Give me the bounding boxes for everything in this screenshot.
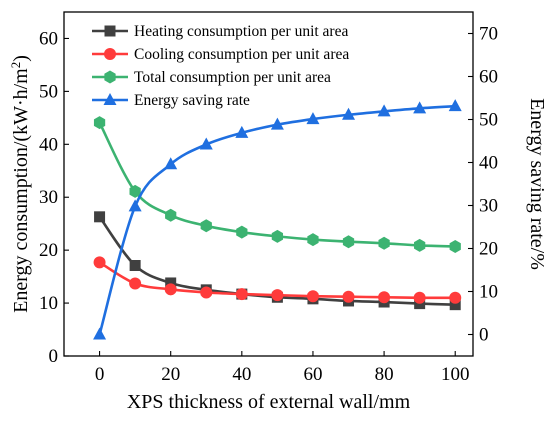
data-point (235, 125, 249, 138)
left-y-axis-title: Energy consumption/(kW·h/m2) (8, 55, 32, 313)
legend-label: Total consumption per unit area (134, 69, 331, 86)
right-y-axis-title: Energy saving rate/% (526, 98, 548, 270)
data-point (378, 291, 391, 304)
right-y-tick-label: 30 (479, 196, 498, 217)
data-point (413, 291, 426, 304)
x-axis-ticks: 0 20 40 60 80 100 (95, 351, 470, 385)
legend-label: Energy saving rate (134, 92, 250, 109)
right-y-tick-label: 20 (479, 239, 498, 260)
series-energy-saving-rate (93, 99, 462, 340)
right-y-tick-label: 10 (479, 282, 498, 303)
series-total-consumption-per-unit-area (93, 116, 461, 253)
left-y-axis-title-superscript: 2 (8, 62, 23, 69)
right-y-tick-label: 50 (479, 110, 498, 131)
left-y-tick-label: 60 (39, 28, 58, 49)
x-tick-label: 0 (95, 364, 105, 385)
right-y-tick-label: 60 (479, 67, 498, 88)
series-line (98, 104, 456, 335)
series-layer (93, 99, 462, 340)
left-axis-ticks: 0 10 20 30 40 50 60 (39, 28, 69, 367)
legend-marker (103, 93, 117, 105)
left-y-axis-title-close: ) (10, 55, 32, 62)
data-point (129, 277, 142, 290)
data-point (129, 184, 141, 198)
data-point (270, 117, 284, 130)
legend-item: Energy saving rate (92, 92, 250, 109)
left-y-tick-label: 30 (39, 187, 58, 208)
data-point (93, 327, 107, 340)
data-point (449, 291, 462, 304)
x-tick-label: 40 (232, 364, 251, 385)
series-cooling-consumption-per-unit-area (93, 256, 462, 304)
data-point (164, 157, 178, 170)
legend-item: Heating consumption per unit area (92, 23, 348, 40)
data-point (129, 260, 141, 272)
left-y-tick-label: 10 (39, 293, 58, 314)
x-tick-label: 100 (441, 364, 470, 385)
legend: Heating consumption per unit area Cooling… (92, 23, 349, 109)
data-point (378, 236, 390, 250)
legend-marker (104, 25, 116, 37)
legend-label: Cooling consumption per unit area (134, 46, 349, 63)
data-point (271, 229, 284, 243)
left-y-axis-title-main: Energy consumption/(kW·h/m (10, 68, 32, 313)
plot-area (63, 11, 474, 357)
x-tick-label: 60 (303, 364, 322, 385)
data-point (342, 107, 356, 120)
data-point (93, 256, 106, 269)
left-y-tick-label: 0 (49, 346, 59, 367)
data-point (236, 225, 248, 239)
plot-frame (63, 11, 474, 357)
data-point (128, 199, 142, 212)
data-point (306, 112, 320, 125)
data-point (307, 233, 319, 247)
data-point (342, 290, 355, 303)
legend-marker (104, 70, 116, 84)
data-point (165, 277, 177, 289)
legend-label: Heating consumption per unit area (134, 23, 348, 40)
data-point (449, 239, 461, 253)
right-y-tick-label: 0 (479, 325, 489, 346)
data-point (235, 288, 248, 301)
data-point (200, 219, 212, 233)
data-point (306, 290, 319, 303)
x-tick-label: 80 (375, 364, 394, 385)
right-y-tick-label: 70 (479, 24, 498, 45)
x-axis-title: XPS thickness of external wall/mm (127, 391, 411, 413)
series-line (98, 122, 456, 248)
left-y-tick-label: 20 (39, 240, 58, 261)
data-point (449, 299, 461, 311)
data-point (271, 289, 284, 302)
data-point (199, 137, 213, 150)
legend-item: Total consumption per unit area (92, 69, 331, 86)
data-point (414, 238, 426, 252)
legend-item: Cooling consumption per unit area (92, 46, 349, 63)
data-point (448, 99, 462, 112)
data-point (164, 283, 177, 296)
data-point (413, 101, 427, 114)
x-tick-label: 20 (161, 364, 180, 385)
data-point (94, 211, 106, 223)
right-axis-ticks: 0 10 20 30 40 50 60 70 (468, 24, 498, 346)
data-point (342, 235, 355, 249)
data-point (93, 116, 106, 130)
data-point (165, 208, 177, 222)
left-y-tick-label: 40 (39, 134, 58, 155)
left-y-tick-label: 50 (39, 81, 58, 102)
right-y-tick-label: 40 (479, 153, 498, 174)
legend-marker (104, 48, 116, 60)
data-point (200, 286, 213, 299)
data-point (377, 104, 391, 117)
